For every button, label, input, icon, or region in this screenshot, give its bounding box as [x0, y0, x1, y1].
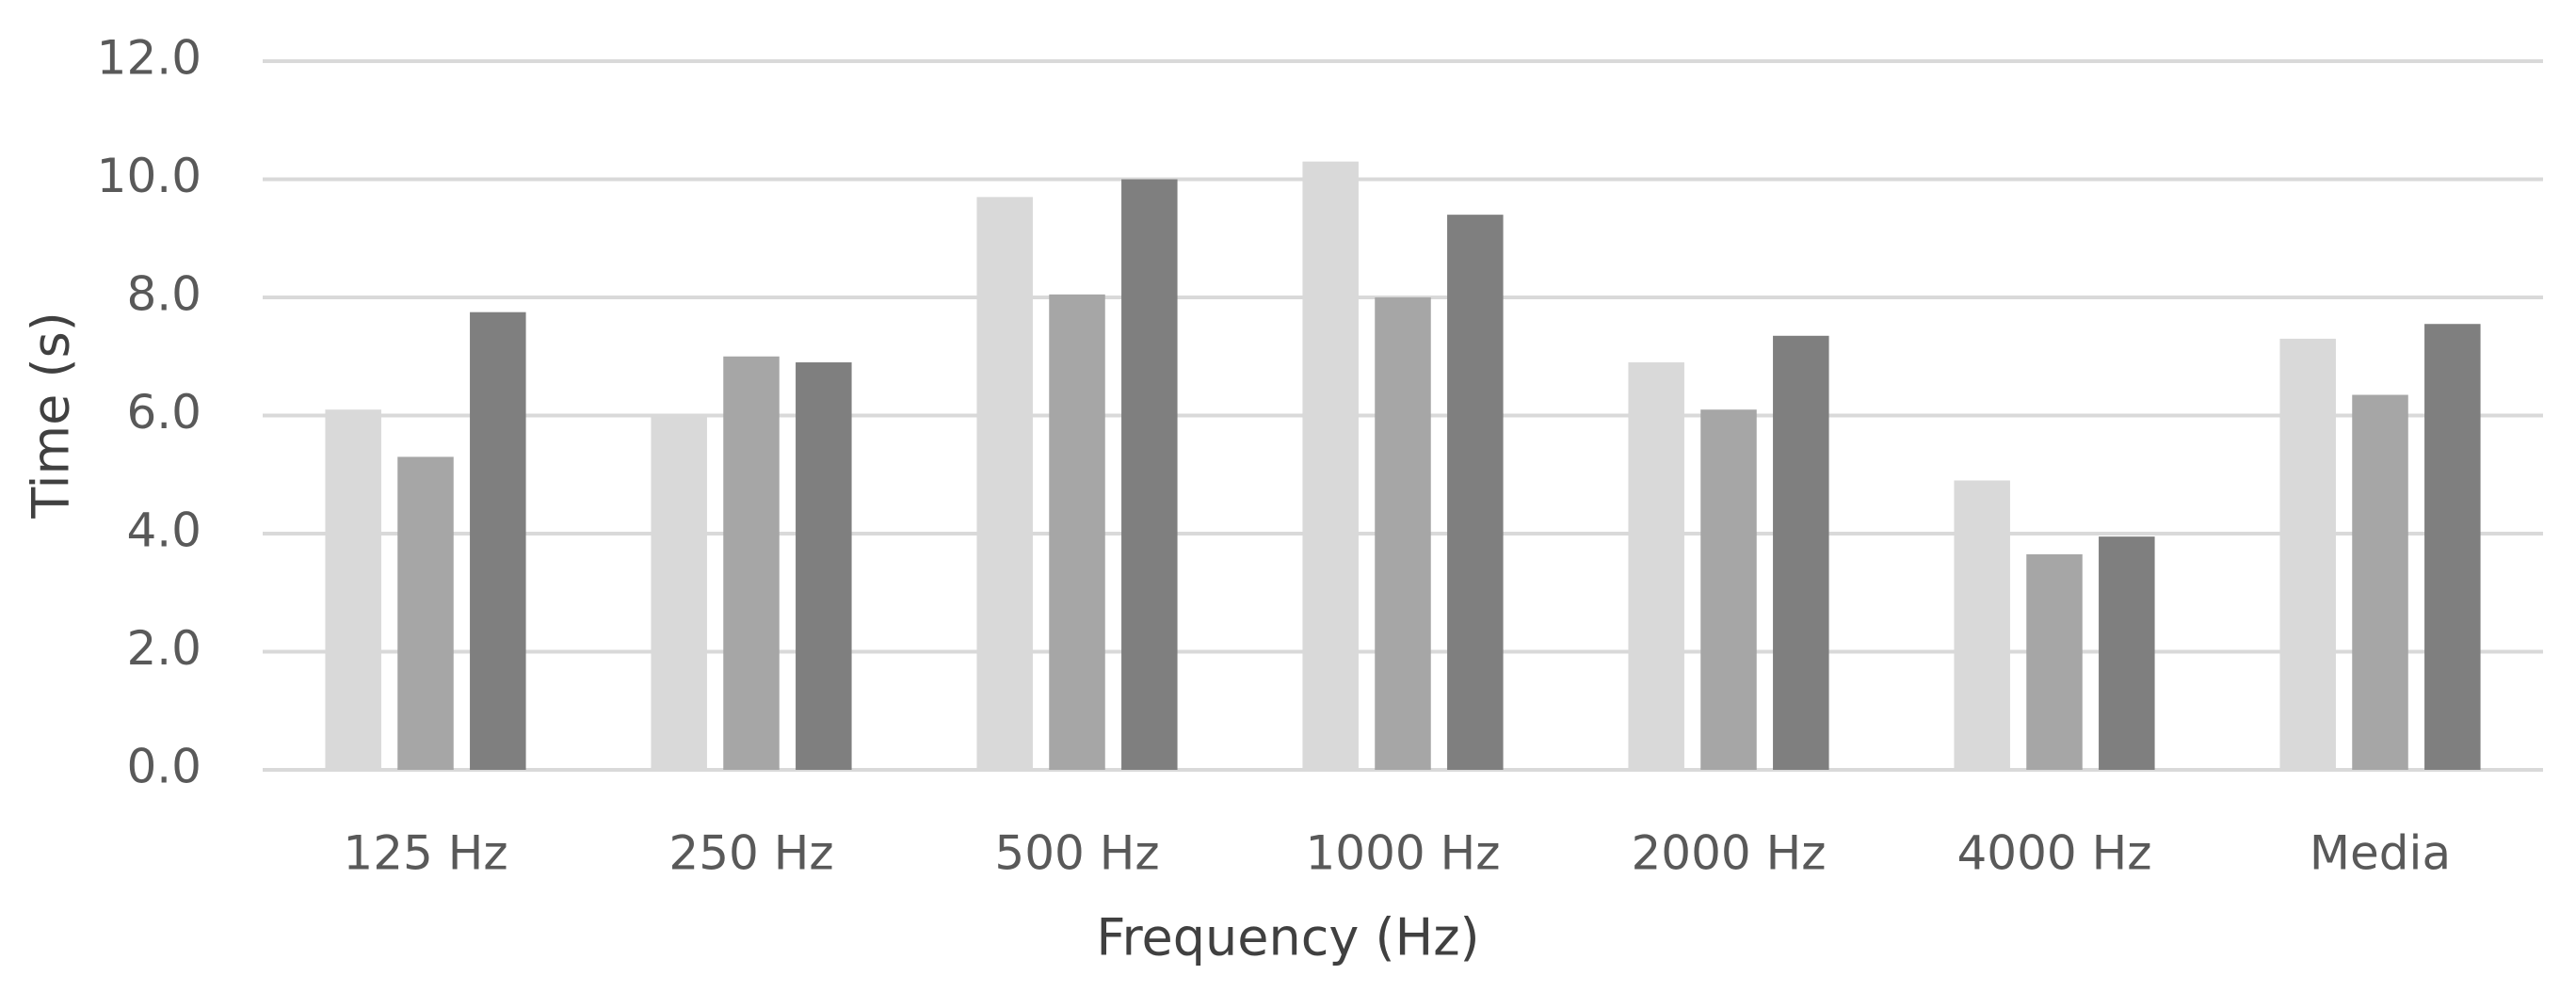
y-tick-label: 6.0: [126, 385, 201, 440]
x-tick-label: 250 Hz: [668, 826, 833, 881]
bar: [325, 409, 381, 770]
bar: [1628, 362, 1684, 770]
bar: [1447, 215, 1504, 770]
bar: [2352, 394, 2408, 770]
x-tick-label: Media: [2310, 826, 2451, 881]
bar: [1049, 294, 1105, 770]
x-tick-label: 2000 Hz: [1632, 826, 1827, 881]
y-tick-label: 8.0: [126, 267, 201, 322]
x-tick-label: 500 Hz: [994, 826, 1159, 881]
y-tick-label: 12.0: [97, 31, 201, 86]
bar: [1121, 179, 1178, 770]
bar: [397, 456, 454, 770]
x-tick-label: 1000 Hz: [1306, 826, 1501, 881]
bar: [1375, 297, 1431, 770]
y-tick-label: 4.0: [126, 504, 201, 558]
bar: [2424, 324, 2481, 770]
bar: [1700, 409, 1757, 770]
y-tick-label: 2.0: [126, 621, 201, 676]
x-tick-label: 4000 Hz: [1957, 826, 2152, 881]
bar: [1954, 480, 2010, 770]
bar: [470, 312, 526, 770]
y-axis-title: Time (s): [22, 312, 81, 519]
bar: [2099, 536, 2155, 770]
bar: [2026, 553, 2083, 770]
bar: [651, 415, 707, 770]
y-tick-label: 0.0: [126, 740, 201, 794]
bar: [2279, 338, 2336, 770]
x-tick-label: 125 Hz: [343, 826, 507, 881]
bar: [976, 197, 1033, 770]
x-axis-title: Frequency (Hz): [1096, 908, 1479, 967]
y-tick-label: 10.0: [97, 149, 201, 203]
bar: [1773, 335, 1829, 770]
bar: [723, 356, 780, 770]
bar: [796, 362, 852, 770]
bar: [1302, 161, 1359, 771]
